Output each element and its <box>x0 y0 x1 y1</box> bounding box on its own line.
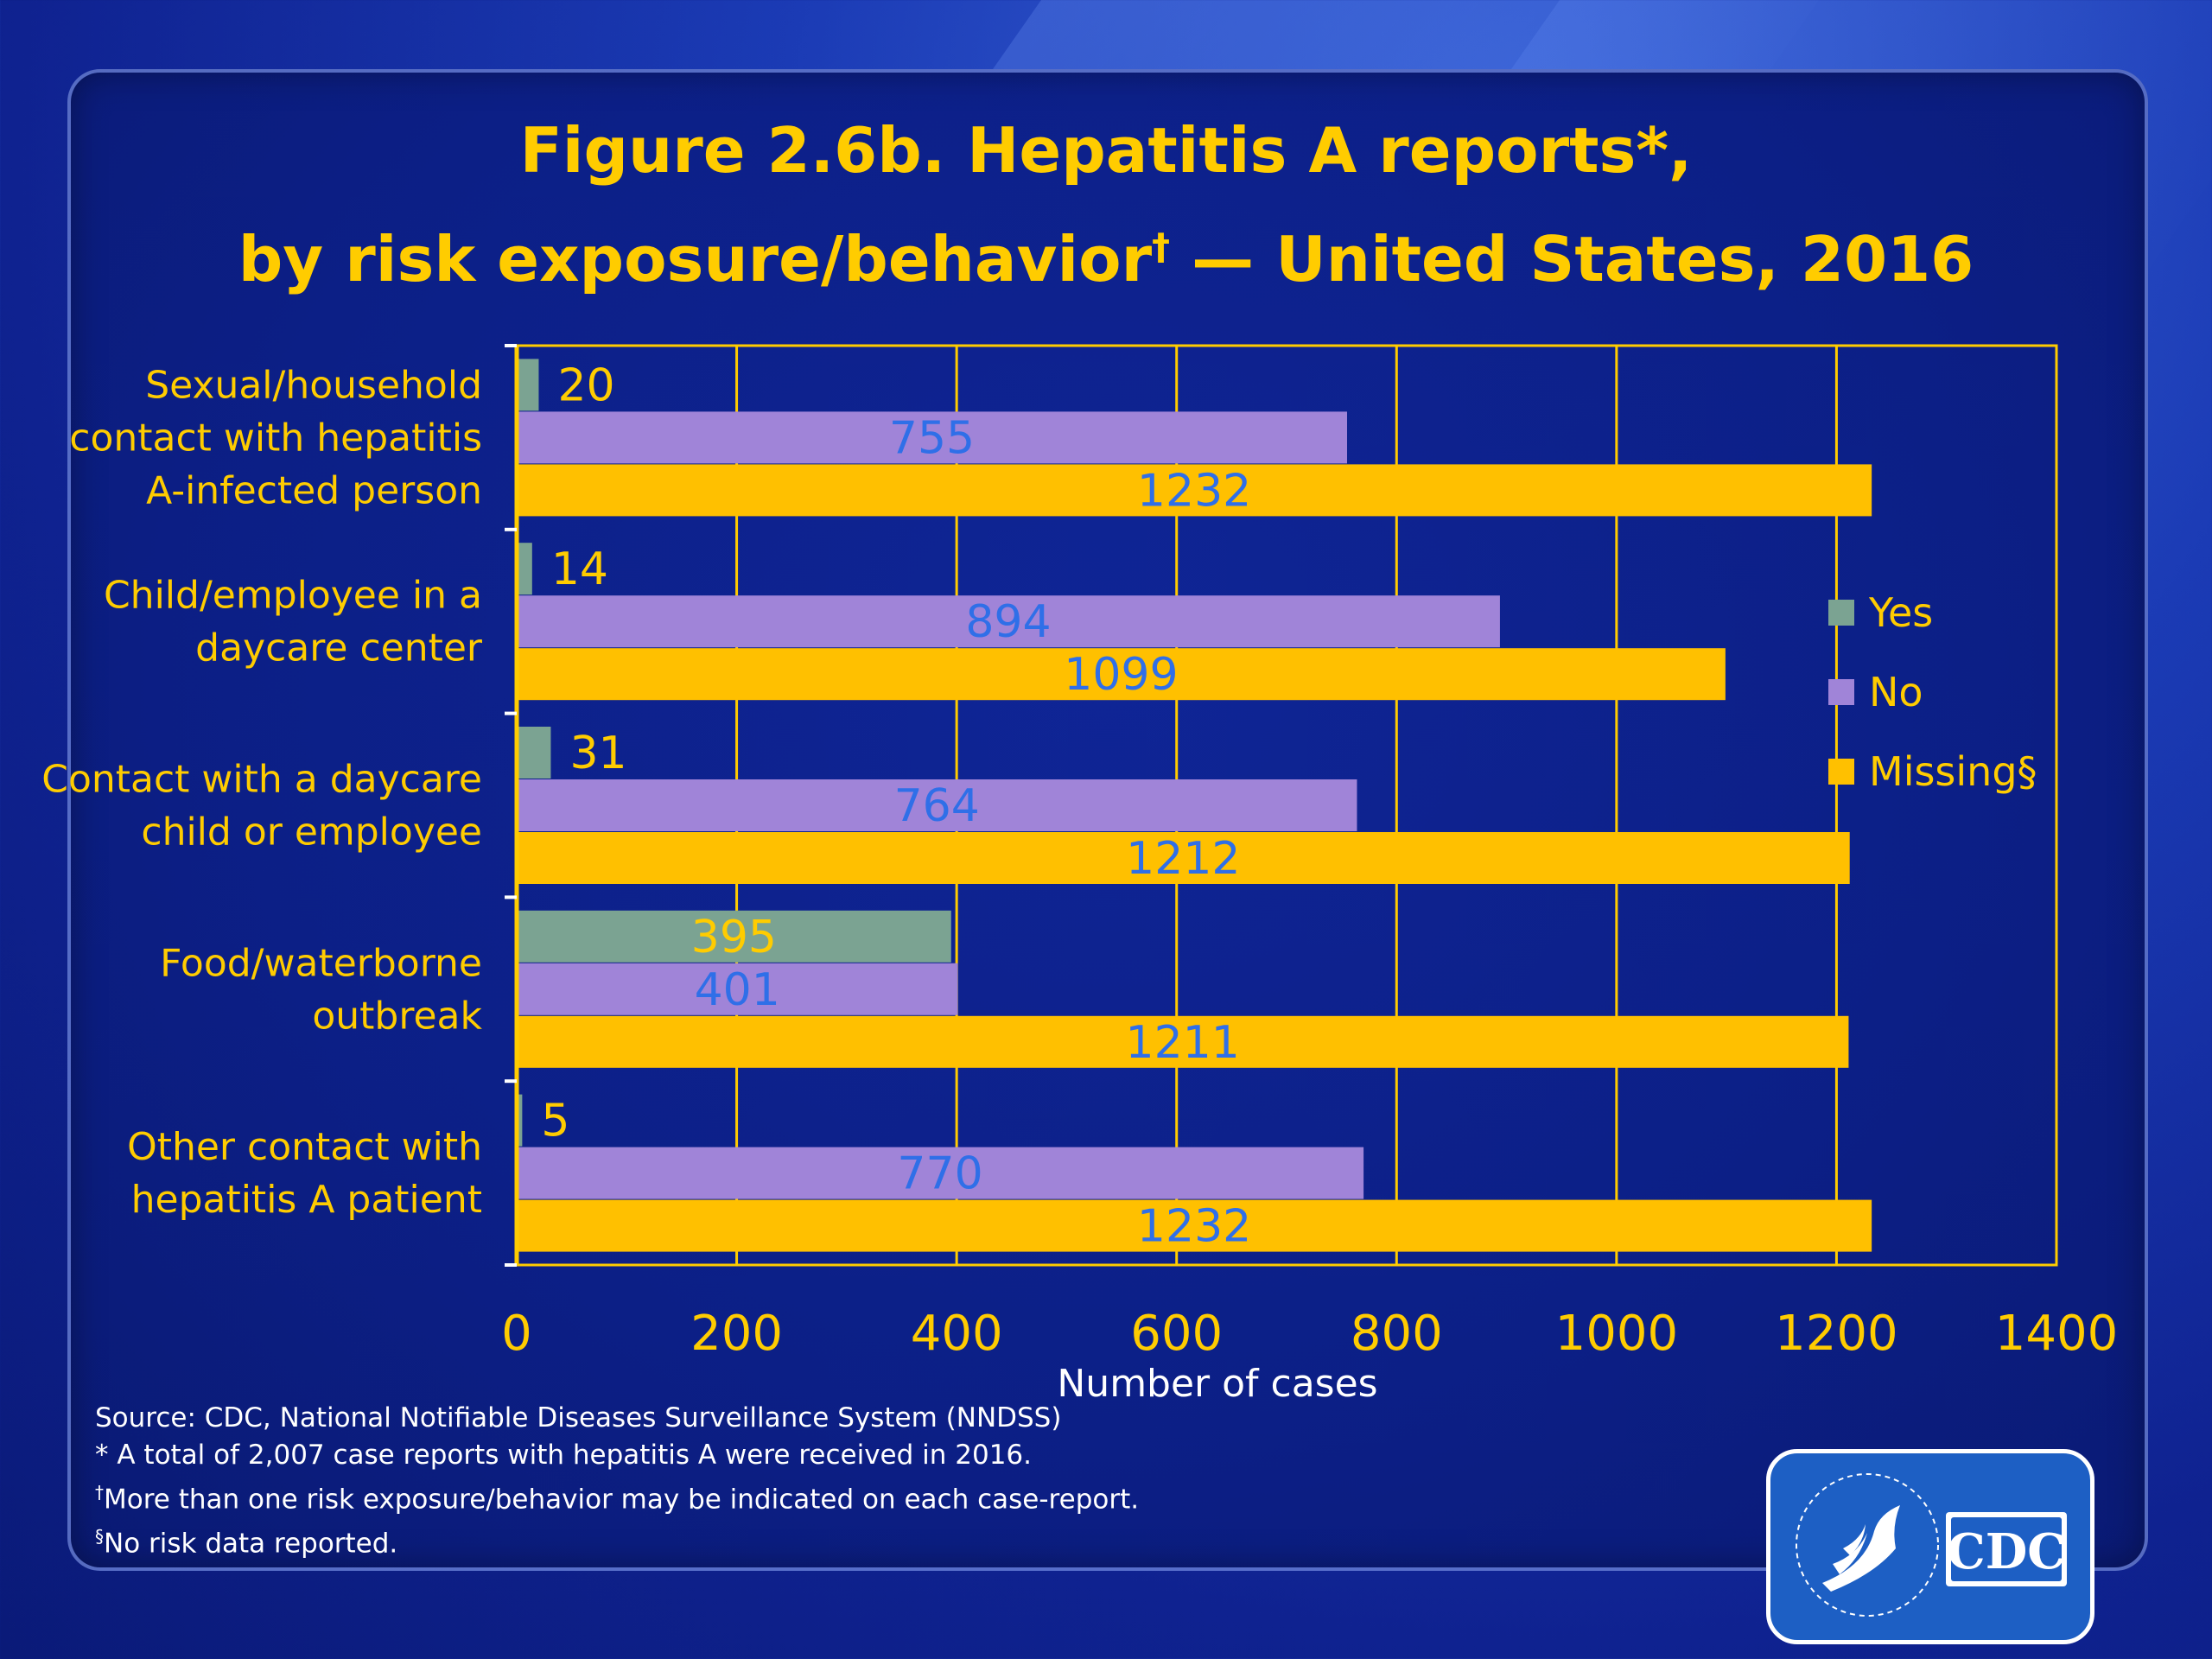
bar-no <box>517 411 1348 464</box>
axes <box>505 344 519 1267</box>
legend-swatch <box>1828 600 1854 626</box>
legend-label: Yes <box>1868 589 1933 636</box>
bar-no <box>517 595 1500 648</box>
footnote-text: More than one risk exposure/behavior may… <box>104 1484 1140 1516</box>
category-label: A-infected person <box>146 468 482 512</box>
x-tick-labels: 0 200 400 600 800 1000 1200 1400 <box>501 1306 2118 1362</box>
bar-yes <box>517 727 551 779</box>
footnote: Source: CDC, National Notifiable Disease… <box>95 1400 1139 1437</box>
x-tick-label: 0 <box>501 1306 532 1362</box>
data-label: 755 <box>889 412 975 464</box>
category-label: Contact with a daycare <box>41 758 482 802</box>
category-label: Food/waterborne <box>160 941 482 985</box>
title-line-2-main: by risk exposure/behavior <box>238 223 1153 296</box>
bar-no <box>517 963 958 1015</box>
bar-yes <box>517 359 539 411</box>
bar-yes <box>517 910 951 963</box>
legend: Yes No Missing§ <box>1828 589 2037 795</box>
data-label: 770 <box>897 1148 982 1200</box>
data-label: 1212 <box>1126 833 1240 885</box>
category-label: contact with hepatitis <box>69 416 482 460</box>
x-tick-label: 400 <box>911 1306 1003 1362</box>
category-label: outbreak <box>312 994 482 1038</box>
legend-swatch <box>1828 679 1854 705</box>
data-label: 1211 <box>1126 1017 1240 1069</box>
footnote: * A total of 2,007 case reports with hep… <box>95 1437 1139 1474</box>
footnote: †More than one risk exposure/behavior ma… <box>95 1474 1139 1518</box>
data-label: 401 <box>695 964 780 1016</box>
data-label: 1232 <box>1137 1201 1251 1253</box>
footnote-text: * A total of 2,007 case reports with hep… <box>95 1440 1033 1471</box>
footnote-text: Source: CDC, National Notifiable Disease… <box>95 1402 1062 1433</box>
bar-missing <box>517 648 1726 701</box>
x-axis-label: Number of cases <box>1057 1362 1377 1406</box>
bar-no <box>517 1147 1364 1199</box>
x-tick-label: 800 <box>1351 1306 1443 1362</box>
data-label: 5 <box>541 1096 569 1147</box>
category-label: Other contact with <box>127 1125 482 1169</box>
data-label: 20 <box>557 359 614 411</box>
hhs-seal-icon: CDC <box>1796 1473 2067 1617</box>
chart-title: Figure 2.6b. Hepatitis A reports*, by ri… <box>0 102 2212 308</box>
cdc-logo-text: CDC <box>1947 1523 2066 1580</box>
bar-missing <box>517 464 1872 517</box>
title-line-2-tail: — United States, 2016 <box>1170 223 1974 296</box>
data-label: 894 <box>965 596 1051 648</box>
bar-missing <box>517 1015 1849 1068</box>
footnote-text: No risk data reported. <box>104 1528 398 1560</box>
x-tick-label: 1400 <box>1995 1306 2119 1362</box>
x-tick-label: 1000 <box>1555 1306 1679 1362</box>
legend-label: No <box>1869 669 1923 715</box>
category-label: Sexual/household <box>145 363 482 407</box>
data-label: 395 <box>691 912 777 963</box>
data-label: 1232 <box>1137 465 1251 517</box>
x-tick-label: 200 <box>690 1306 783 1362</box>
data-label: 764 <box>894 780 980 832</box>
category-label: hepatitis A patient <box>131 1178 482 1222</box>
footnote: §No risk data reported. <box>95 1518 1139 1562</box>
title-line-2: by risk exposure/behavior† — United Stat… <box>0 199 2212 308</box>
category-label: child or employee <box>141 810 482 855</box>
data-label: 31 <box>569 728 626 779</box>
footnote-mark: † <box>95 1482 104 1503</box>
data-label: 1099 <box>1064 649 1178 701</box>
title-dagger: † <box>1152 226 1171 268</box>
bar-yes <box>517 543 532 595</box>
bar-missing <box>517 832 1850 884</box>
category-label: Child/employee in a <box>104 574 482 618</box>
title-line-1: Figure 2.6b. Hepatitis A reports*, <box>519 114 1693 187</box>
footnote-mark: § <box>95 1526 104 1548</box>
legend-label: Missing§ <box>1869 748 2037 795</box>
data-label: 14 <box>551 543 608 595</box>
bar-no <box>517 779 1357 831</box>
footnotes: Source: CDC, National Notifiable Disease… <box>95 1400 1139 1563</box>
cdc-logo: CDC <box>1766 1449 2094 1644</box>
bar-yes <box>517 1094 523 1147</box>
x-tick-label: 600 <box>1130 1306 1223 1362</box>
legend-swatch <box>1828 759 1854 785</box>
category-labels: Sexual/household contact with hepatitis A-… <box>41 363 483 1222</box>
category-label: daycare center <box>195 626 483 671</box>
x-tick-label: 1200 <box>1775 1306 1898 1362</box>
bar-missing <box>517 1199 1872 1252</box>
bars <box>517 359 1872 1252</box>
